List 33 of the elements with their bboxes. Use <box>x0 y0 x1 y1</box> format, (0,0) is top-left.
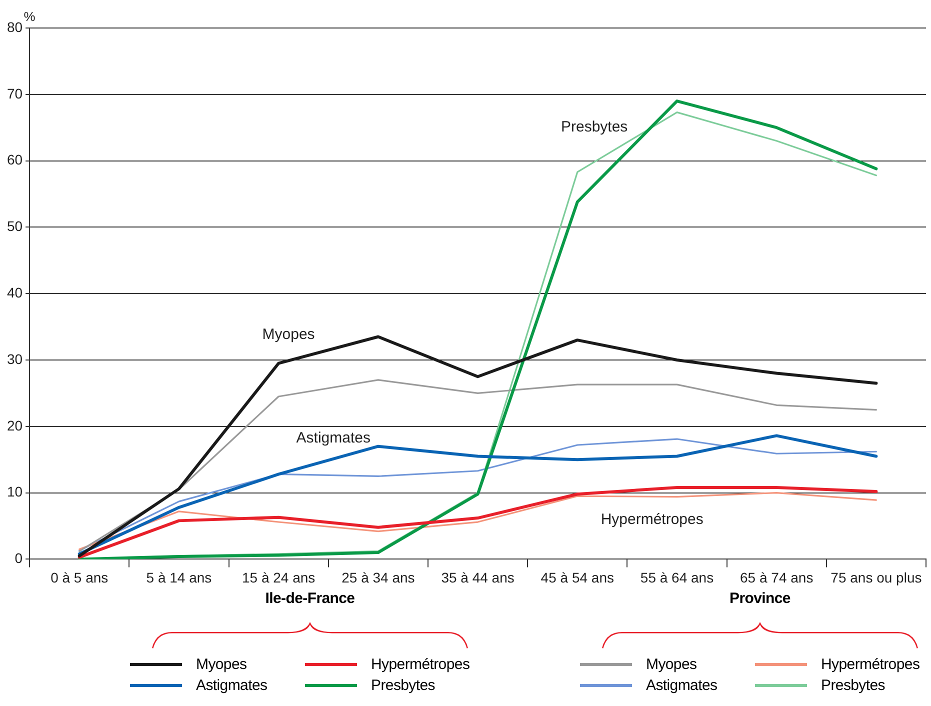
y-tick-label: 0 <box>14 550 23 566</box>
annotation: Astigmates <box>296 429 370 446</box>
legend-label: Presbytes <box>370 677 436 694</box>
y-axis-title: % <box>24 9 36 24</box>
annotation: Myopes <box>262 326 315 343</box>
x-tick-label: 55 à 64 ans <box>640 569 714 586</box>
annotation: Presbytes <box>560 118 628 136</box>
x-tick-label: 15 à 24 ans <box>242 569 316 586</box>
y-tick-label: 60 <box>6 152 23 168</box>
legend-label: Myopes <box>645 656 698 673</box>
annotation: Hypermétropes <box>600 511 704 528</box>
x-tick-label: 75 ans ou plus <box>830 569 922 586</box>
y-tick-label: 50 <box>6 218 23 234</box>
y-tick-label: 20 <box>6 417 23 434</box>
x-tick-label: 5 à 14 ans <box>146 569 212 586</box>
x-tick-label: 65 à 74 ans <box>740 569 814 586</box>
text: Province <box>728 590 792 609</box>
text: Ile-de-France <box>264 590 356 609</box>
y-tick-label: 30 <box>6 350 23 367</box>
x-tick-label: 25 à 34 ans <box>342 569 415 586</box>
x-tick-label: 35 à 44 ans <box>441 569 514 586</box>
legend-label: Hypermétropes <box>820 656 921 673</box>
legend-label: Astigmates <box>645 677 718 694</box>
x-tick-label: 0 à 5 ans <box>50 569 108 586</box>
y-tick-label: 40 <box>6 284 23 300</box>
legend-label: Myopes <box>195 656 248 673</box>
x-tick-label: 45 à 54 ans <box>540 569 614 586</box>
y-tick-label: 70 <box>6 85 23 102</box>
y-tick-label: 80 <box>6 18 23 35</box>
legend-label: Hypermétropes <box>370 656 471 673</box>
legend-label: Astigmates <box>195 677 268 694</box>
y-tick-label: 10 <box>6 484 23 500</box>
legend-label: Presbytes <box>820 677 886 694</box>
